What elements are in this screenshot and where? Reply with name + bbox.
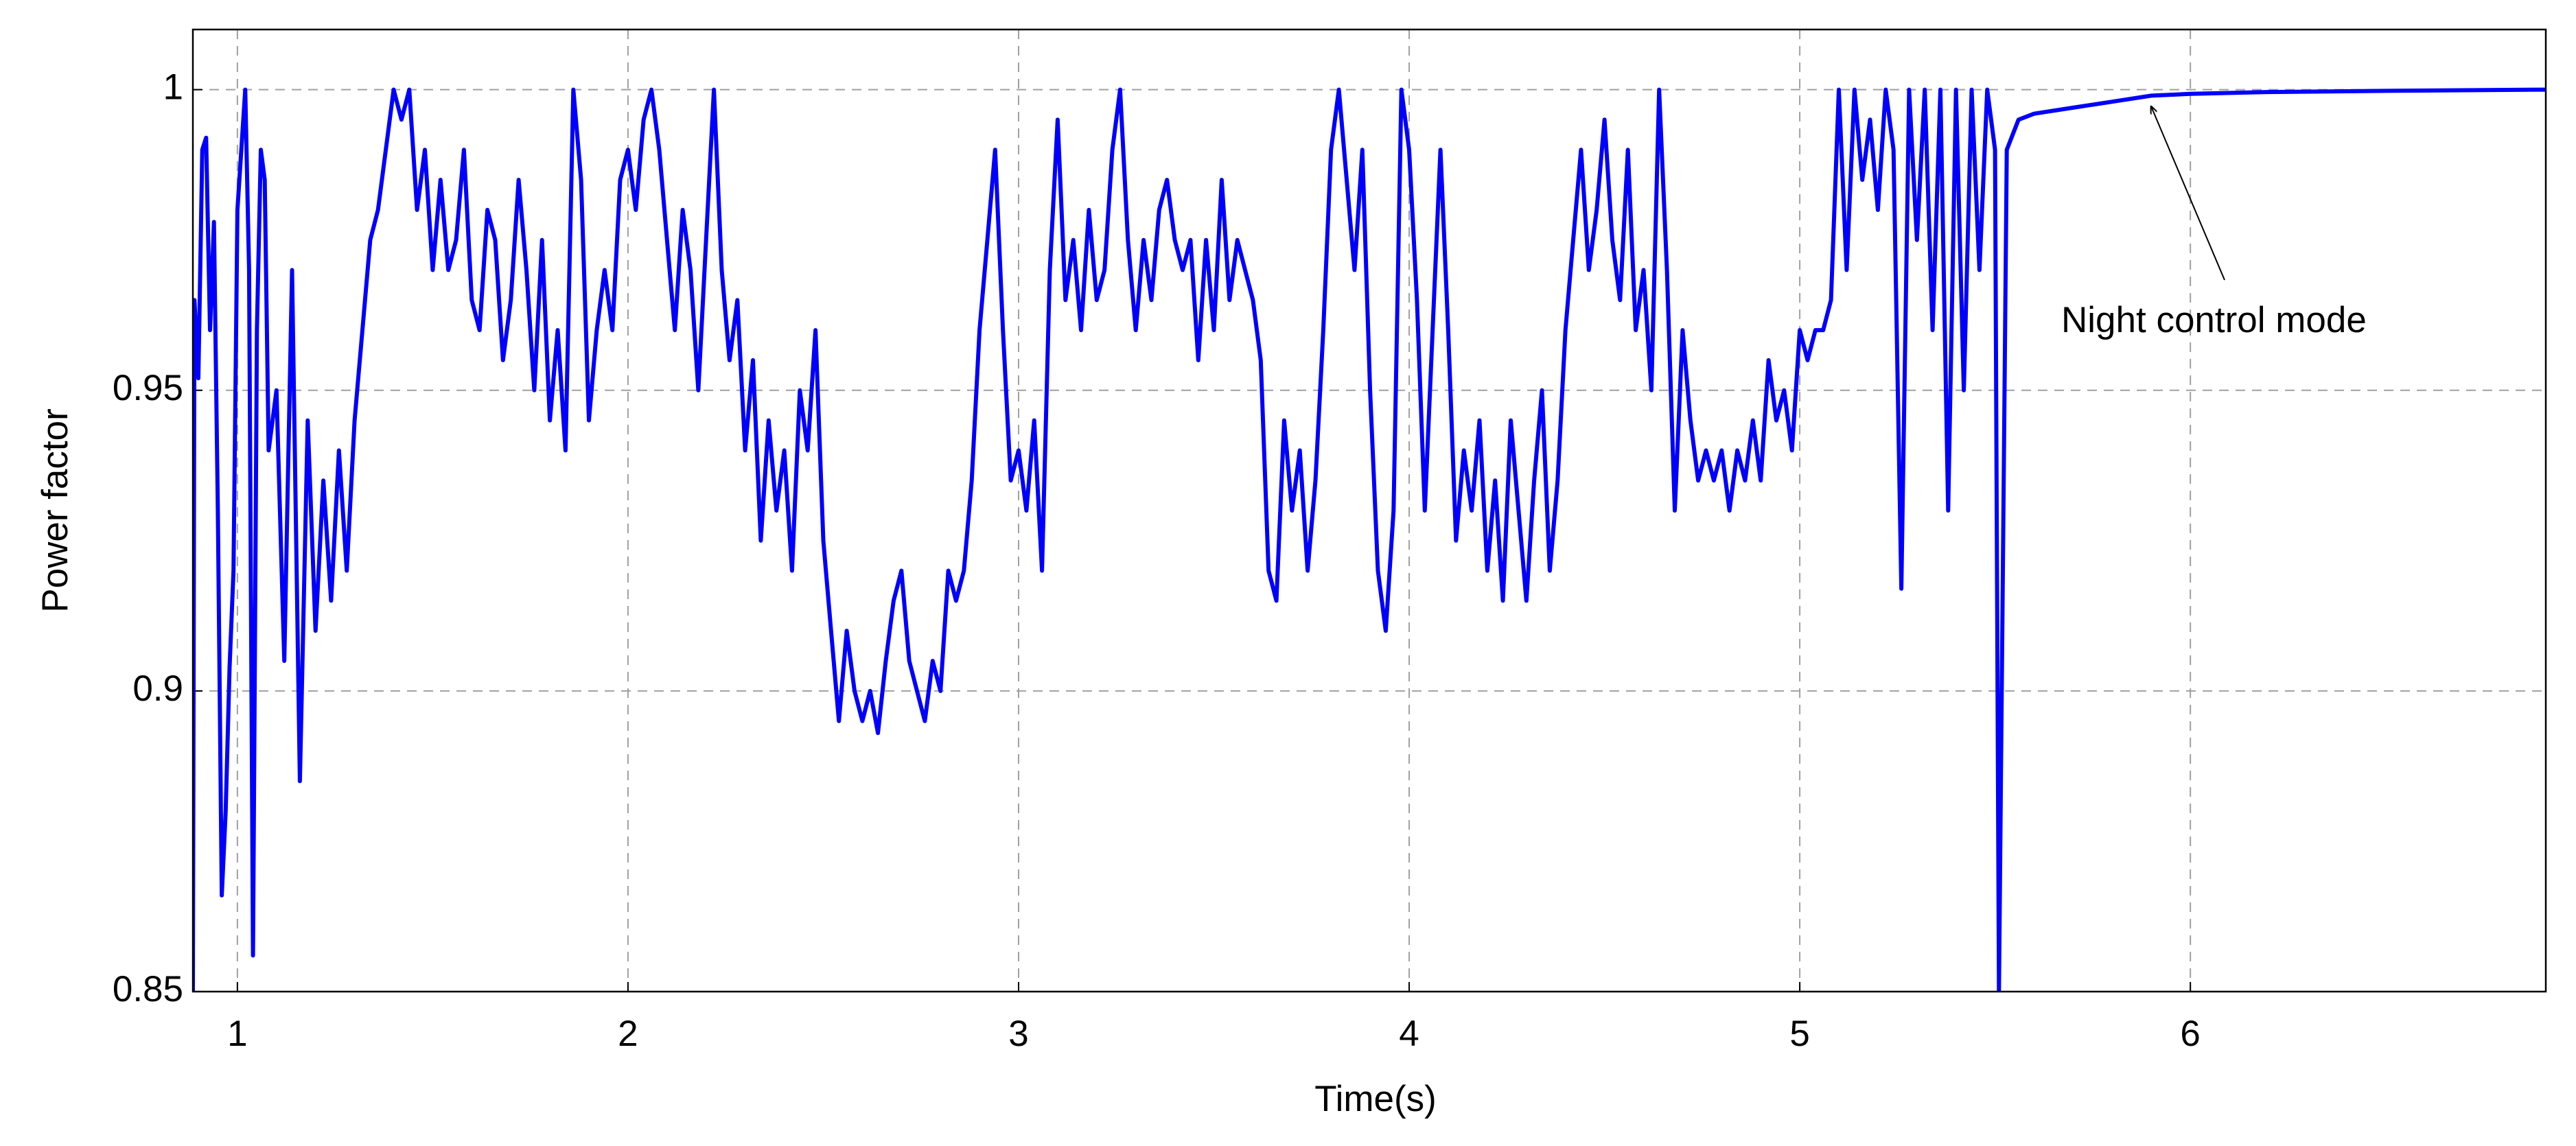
plot-frame [192, 28, 2547, 993]
annotation-arrow [2151, 106, 2225, 281]
x-tick-label: 4 [1399, 1014, 1419, 1054]
y-tick-label: 0.9 [132, 668, 183, 709]
x-tick-label: 6 [2180, 1014, 2200, 1054]
y-tick-label: 0.85 [113, 969, 183, 1009]
y-tick-label: 1 [163, 67, 183, 108]
y-tick-label: 0.95 [113, 368, 183, 408]
x-axis-label: Time(s) [1314, 1079, 1437, 1119]
y-axis-label: Power factor [35, 408, 76, 613]
x-tick-label: 5 [1789, 1014, 1809, 1054]
data-line [193, 87, 2546, 992]
x-tick-label: 1 [227, 1014, 247, 1054]
x-tick-label: 3 [1008, 1014, 1028, 1054]
annotation: Night control mode [2061, 300, 2367, 340]
x-tick-label: 2 [618, 1014, 638, 1054]
